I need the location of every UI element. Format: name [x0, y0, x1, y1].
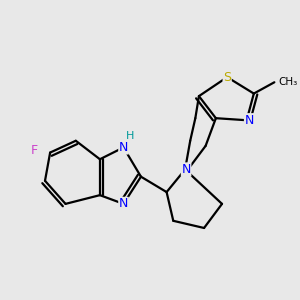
Text: CH₃: CH₃ — [278, 77, 298, 87]
Text: N: N — [119, 141, 128, 154]
Text: N: N — [244, 114, 254, 127]
Text: N: N — [182, 163, 191, 176]
Text: F: F — [31, 143, 38, 157]
Text: N: N — [119, 197, 128, 210]
Text: H: H — [125, 131, 134, 141]
Text: S: S — [223, 70, 231, 84]
